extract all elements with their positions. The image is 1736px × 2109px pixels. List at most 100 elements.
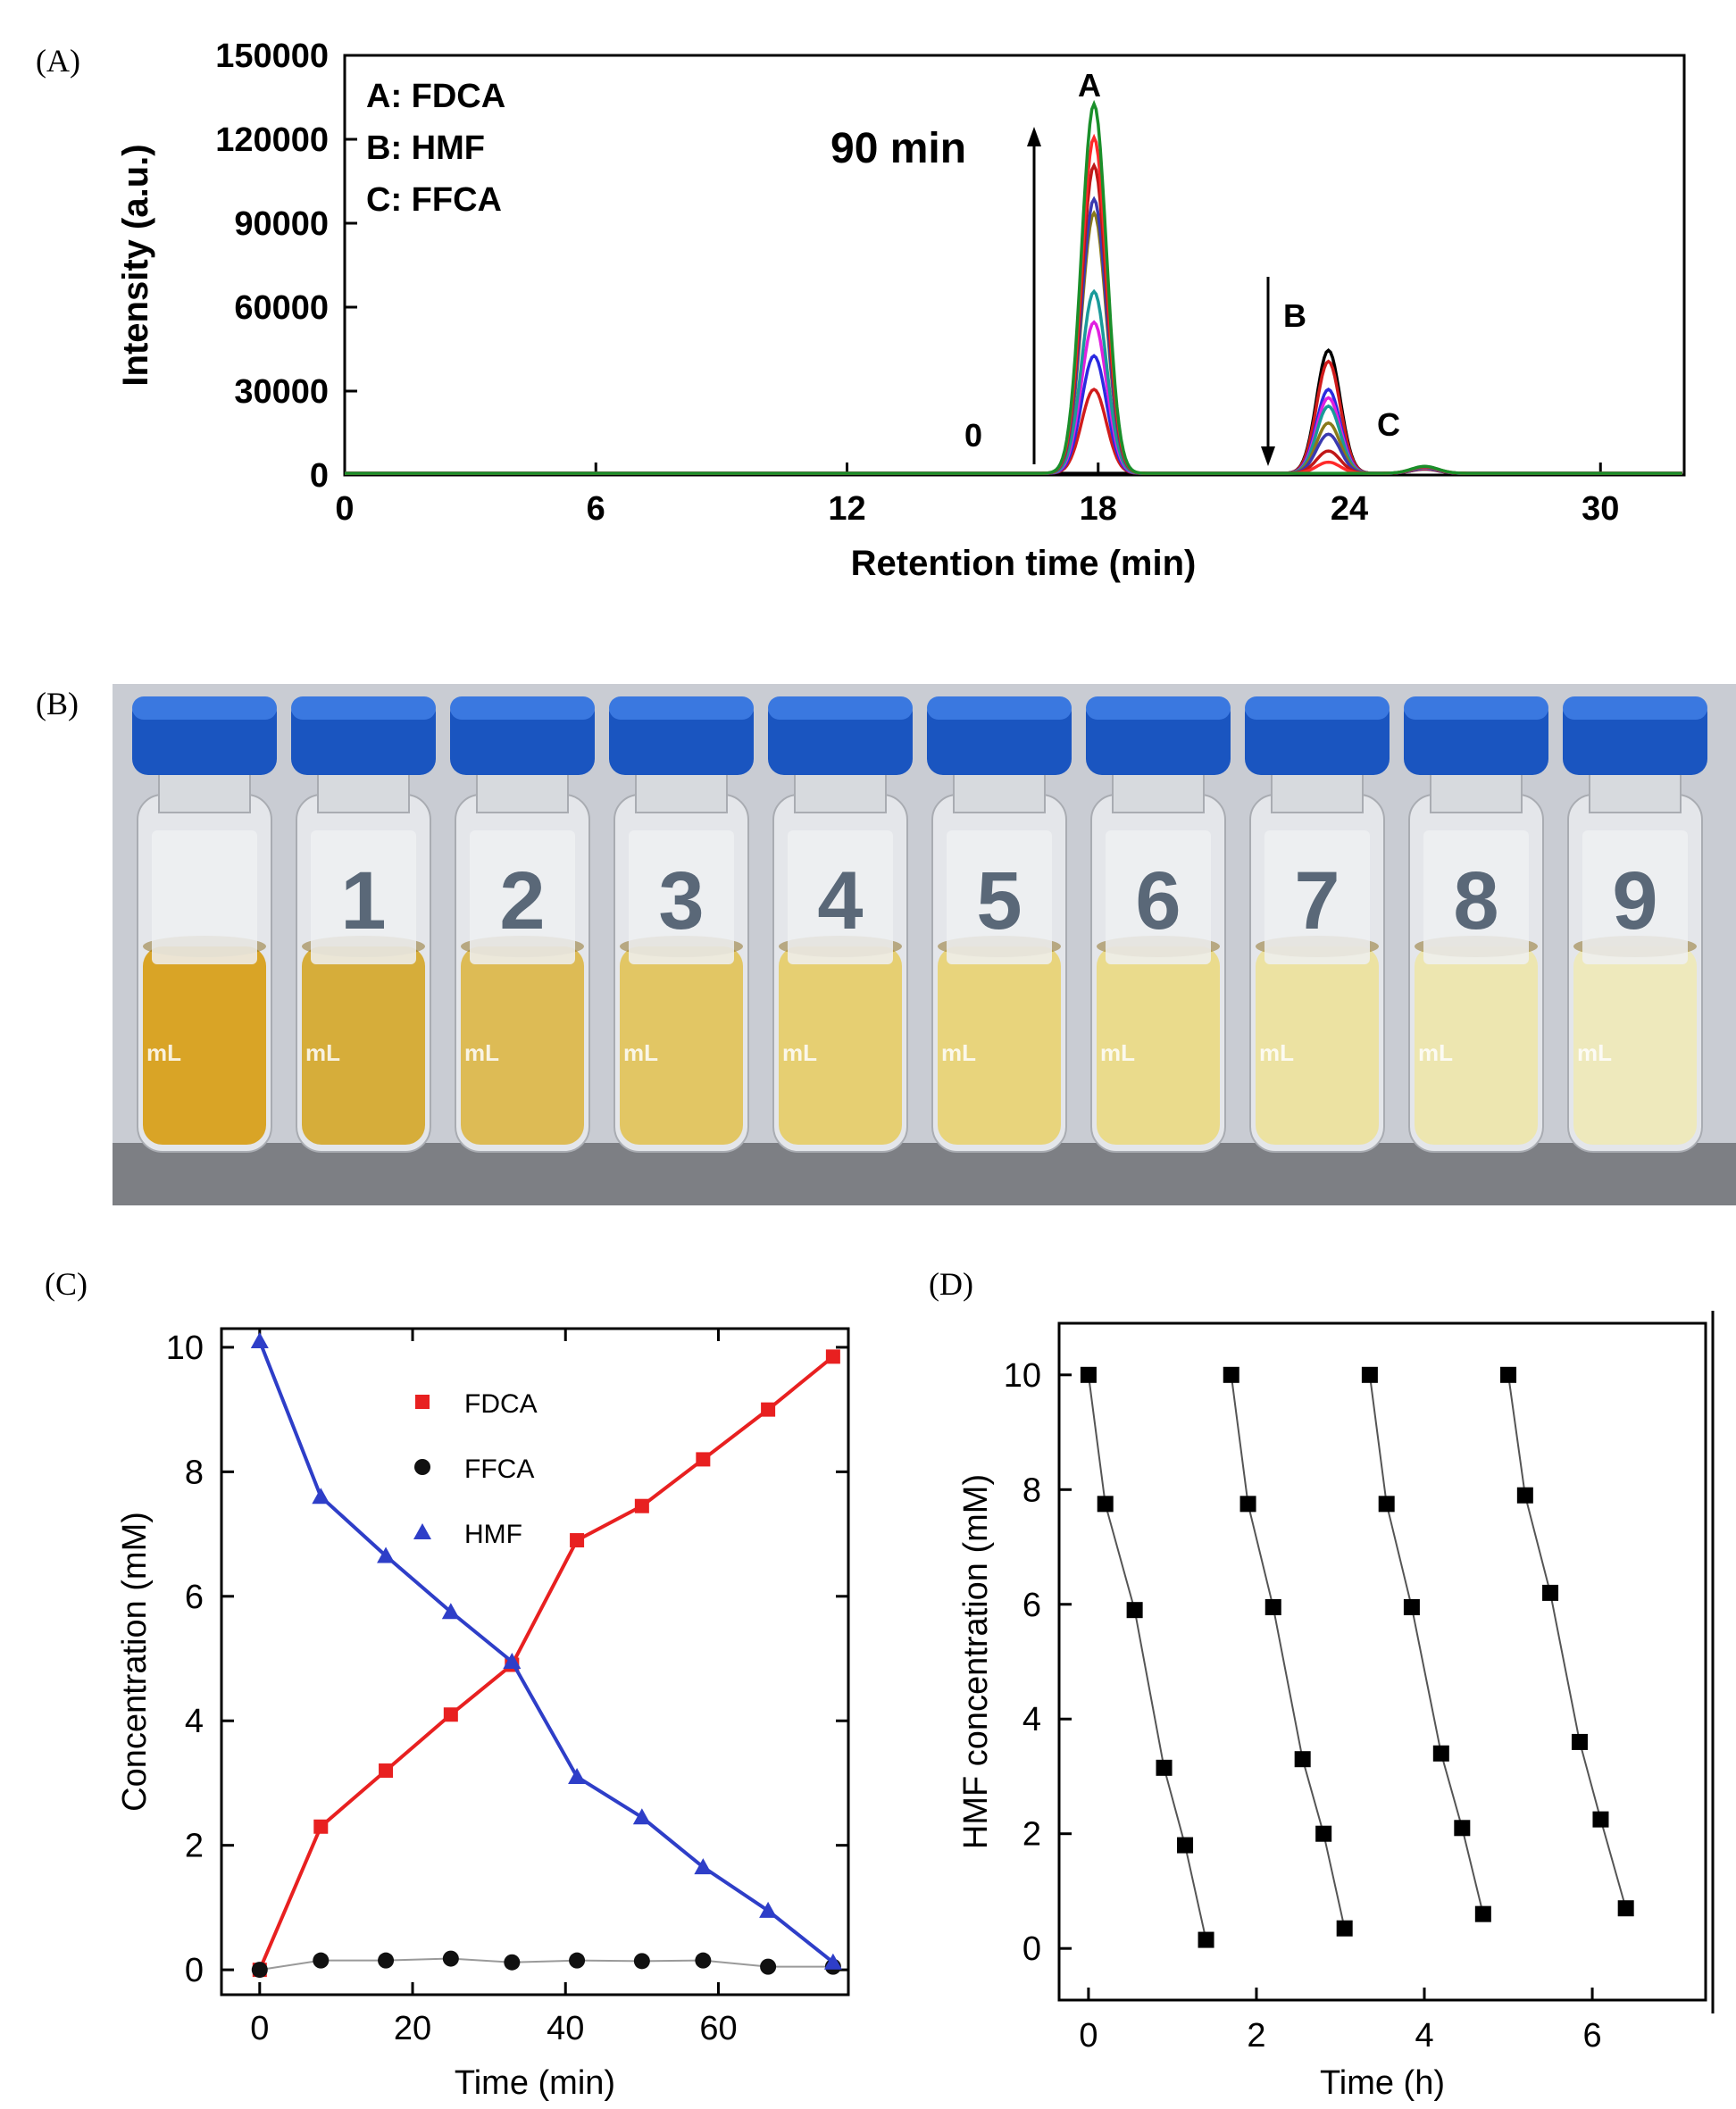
x-tick-label: 20 <box>394 2010 431 2047</box>
legend-entry-ffca: C: FFCA <box>366 181 502 219</box>
vial-volume-mark: mL <box>623 1039 658 1066</box>
x-axis-label: Retention time (min) <box>851 544 1197 583</box>
data-point <box>1239 1496 1256 1513</box>
up-arrow-head <box>1027 127 1041 146</box>
vial-label-sticker <box>629 830 734 964</box>
data-point <box>313 1952 330 1969</box>
y-tick-label: 0 <box>310 457 329 495</box>
vial-number: 7 <box>1294 855 1340 946</box>
vial-cap-top <box>450 696 595 720</box>
series-line <box>1230 1374 1346 1929</box>
time-annotation: 90 min <box>830 125 966 172</box>
x-tick-label: 24 <box>1331 490 1368 528</box>
data-point <box>1336 1920 1353 1937</box>
vial-number: 2 <box>499 855 545 946</box>
data-point <box>504 1954 521 1971</box>
x-tick-label: 30 <box>1582 490 1619 528</box>
data-point <box>443 1707 458 1722</box>
vial-3: 3 mL <box>609 696 754 1153</box>
vial-neck <box>1112 767 1205 813</box>
vial-liquid <box>461 946 584 1145</box>
vial-neck <box>476 767 569 813</box>
vial-cap-top <box>1404 696 1548 720</box>
data-point <box>1432 1745 1449 1762</box>
y-tick-label: 30000 <box>234 373 329 411</box>
data-point <box>441 1603 460 1620</box>
legend-entry-hmf: B: HMF <box>366 129 485 167</box>
y-tick-label: 2 <box>1022 1816 1041 1854</box>
vial-volume-mark: mL <box>146 1039 181 1066</box>
vial-neck <box>953 767 1046 813</box>
vial-row: mL 1 mL 2 mL 3 mL 4 mL 5 mL 6 mL 7 mL 8 mL 9 mL <box>132 696 1707 1153</box>
series-line <box>1368 1374 1484 1914</box>
data-point <box>1474 1905 1491 1922</box>
data-point <box>1080 1366 1097 1383</box>
peak-label-b: B <box>1283 297 1306 334</box>
vial-volume-mark: mL <box>941 1039 976 1066</box>
vial-label-sticker <box>947 830 1052 964</box>
data-point <box>250 1331 269 1348</box>
data-series <box>250 1331 842 1979</box>
series-cycle-3 <box>1361 1366 1491 1922</box>
vial-5: 5 mL <box>927 696 1072 1153</box>
vial-number: 8 <box>1453 855 1498 946</box>
x-tick-label: 6 <box>587 490 605 528</box>
vial-neck <box>158 767 251 813</box>
vial-cap-top <box>1563 696 1707 720</box>
data-point <box>634 1498 649 1513</box>
x-tick-label: 12 <box>828 490 865 528</box>
data-point <box>313 1819 329 1834</box>
data-point <box>759 1901 778 1918</box>
data-point <box>1571 1733 1588 1750</box>
x-axis-ticks: 0 2 4 6 <box>1079 1988 1602 2055</box>
x-tick-label: 18 <box>1080 490 1117 528</box>
data-point <box>1156 1759 1173 1776</box>
data-point <box>1097 1496 1114 1513</box>
data-series <box>1080 1366 1634 1948</box>
vial-number: 3 <box>658 855 704 946</box>
data-point <box>1617 1900 1634 1917</box>
data-point <box>312 1488 330 1505</box>
x-tick-label: 0 <box>335 490 354 528</box>
legend-marker <box>413 1523 431 1539</box>
vial-label-sticker <box>470 830 575 964</box>
vial-0: mL <box>132 696 277 1153</box>
vial-number: 9 <box>1612 855 1657 946</box>
vial-neck <box>317 767 410 813</box>
y-tick-label: 10 <box>166 1330 204 1367</box>
series-line <box>1507 1374 1627 1909</box>
vial-4: 4 mL <box>768 696 913 1153</box>
vial-liquid <box>1256 946 1379 1145</box>
y-tick-label: 0 <box>185 1952 204 1989</box>
y-axis-ticks: 0 30000 60000 90000 120000 150000 <box>215 38 357 495</box>
peak-label-a: A <box>1078 67 1101 104</box>
y-tick-label: 4 <box>185 1703 204 1740</box>
x-axis-label: Time (h) <box>1320 2064 1445 2102</box>
x-tick-label: 0 <box>1079 2017 1098 2055</box>
vial-liquid <box>143 946 266 1145</box>
vial-cap-top <box>1086 696 1231 720</box>
series-cycle-4 <box>1500 1366 1634 1917</box>
vial-cap-top <box>291 696 436 720</box>
y-tick-label: 4 <box>1022 1701 1041 1738</box>
panel-label-d: (D) <box>929 1266 973 1302</box>
vial-cap-top <box>768 696 913 720</box>
y-tick-label: 150000 <box>215 38 329 75</box>
photo-table-surface <box>113 1143 1736 1205</box>
vial-volume-mark: mL <box>305 1039 340 1066</box>
legend-entry-fdca: A: FDCA <box>366 78 505 115</box>
data-point <box>503 1653 522 1669</box>
legend-entry: HMF <box>464 1520 522 1549</box>
y-axis-label: Intensity (a.u.) <box>116 144 155 386</box>
x-tick-label: 40 <box>547 2010 584 2047</box>
vial-cap-top <box>609 696 754 720</box>
vial-liquid <box>779 946 902 1145</box>
vial-label-sticker <box>1423 830 1529 964</box>
series-line <box>1087 1374 1207 1940</box>
series-line <box>257 1340 835 1964</box>
y-axis-ticks: 0 2 4 6 8 10 <box>166 1330 848 1989</box>
data-point <box>1177 1837 1194 1854</box>
vial-label-sticker <box>152 830 257 964</box>
y-axis-label: Concentration (mM) <box>116 1512 154 1812</box>
vial-label-sticker <box>311 830 416 964</box>
